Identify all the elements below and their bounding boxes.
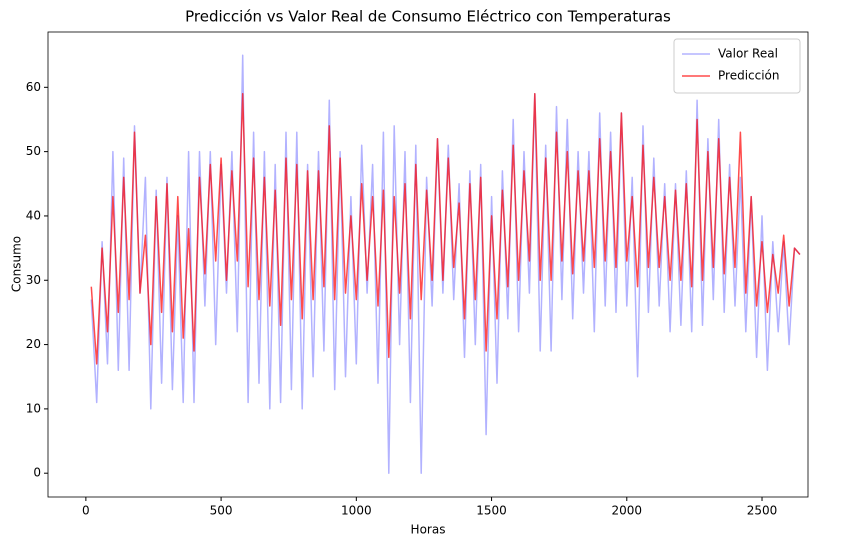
y-tick-label: 60: [26, 80, 41, 94]
series-line: [90, 92, 801, 365]
x-axis-label: Horas: [411, 523, 446, 537]
legend-label: Predicción: [718, 69, 780, 83]
y-tick-label: 50: [26, 144, 41, 158]
y-tick-label: 0: [33, 466, 41, 480]
series-line: [90, 54, 801, 474]
y-tick-label: 40: [26, 208, 41, 222]
y-tick-label: 10: [26, 401, 41, 415]
x-tick-label: 1500: [476, 504, 507, 518]
x-tick-label: 2500: [747, 504, 778, 518]
chart-title: Predicción vs Valor Real de Consumo Eléc…: [185, 8, 671, 26]
y-tick-label: 30: [26, 273, 41, 287]
x-tick-label: 0: [82, 504, 90, 518]
legend-label: Valor Real: [718, 47, 778, 61]
x-tick-label: 500: [210, 504, 233, 518]
x-tick-label: 1000: [341, 504, 372, 518]
x-tick-label: 2000: [612, 504, 643, 518]
y-tick-label: 20: [26, 337, 41, 351]
plot-frame: [47, 31, 809, 498]
legend-box: [673, 38, 801, 94]
y-axis-label: Consumo: [10, 236, 24, 292]
